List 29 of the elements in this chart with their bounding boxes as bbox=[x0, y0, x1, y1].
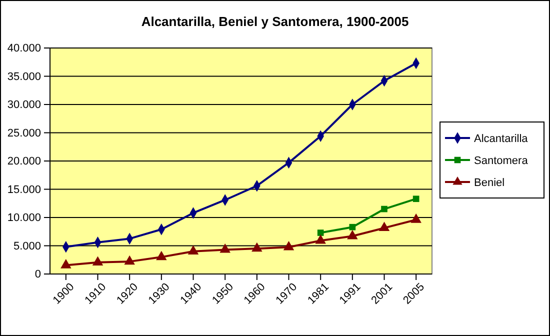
legend-label: Beniel bbox=[474, 177, 505, 189]
y-tick-label: 15.000 bbox=[7, 184, 41, 196]
y-tick-label: 40.000 bbox=[7, 42, 41, 55]
point bbox=[349, 224, 356, 230]
y-tick-label: 25.000 bbox=[7, 127, 41, 140]
point bbox=[381, 206, 388, 212]
legend-label: Santomera bbox=[474, 155, 529, 167]
y-tick-label: 5.000 bbox=[13, 240, 41, 252]
point bbox=[283, 240, 294, 250]
point bbox=[378, 222, 390, 232]
point bbox=[252, 242, 262, 252]
point bbox=[60, 259, 72, 268]
y-tick-label: 0 bbox=[34, 268, 41, 281]
y-tick-label: 10.000 bbox=[7, 212, 41, 224]
chart-title: Alcantarilla, Beniel y Santomera, 1900-2005 bbox=[141, 14, 409, 29]
point bbox=[92, 256, 104, 266]
point bbox=[412, 196, 420, 202]
point bbox=[124, 255, 135, 265]
y-tick-label: 20.000 bbox=[7, 156, 41, 168]
point bbox=[156, 250, 167, 260]
legend-label: Alcantarilla bbox=[474, 133, 529, 145]
point bbox=[315, 234, 326, 244]
y-tick-label: 35.000 bbox=[7, 70, 41, 83]
point bbox=[220, 244, 230, 253]
point bbox=[317, 230, 324, 236]
point bbox=[188, 245, 199, 254]
point bbox=[347, 230, 358, 240]
y-tick-label: 30.000 bbox=[7, 99, 41, 112]
point bbox=[410, 214, 422, 223]
